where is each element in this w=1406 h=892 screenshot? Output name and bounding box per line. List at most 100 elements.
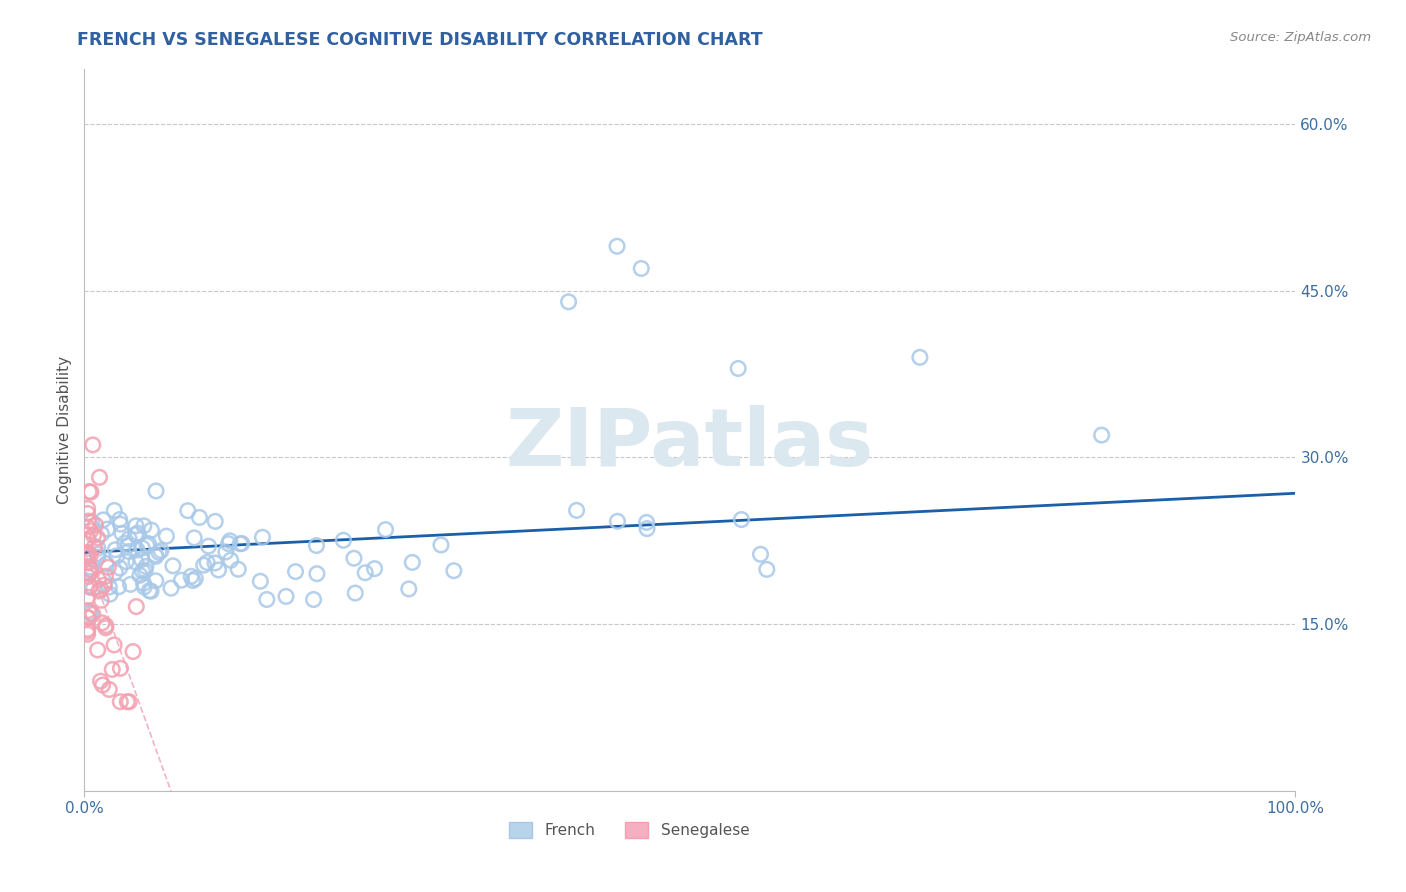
Point [76, 624, 98, 639]
Point [124, 527, 146, 541]
Point [125, 518, 148, 533]
Point [135, 539, 157, 553]
Point [86, 550, 108, 565]
Point [197, 539, 219, 553]
Point [256, 592, 278, 607]
Point [103, 638, 125, 652]
Point [76, 520, 98, 534]
Point [90, 674, 112, 689]
Point [125, 555, 148, 569]
Point [94, 621, 117, 635]
Point [125, 599, 148, 614]
Point [180, 569, 202, 583]
Point [908, 351, 931, 365]
Point [76, 623, 98, 637]
Point [204, 556, 226, 570]
Point [117, 695, 139, 709]
Point [104, 566, 127, 580]
Point [82, 528, 104, 542]
Point [122, 644, 145, 658]
Point [77, 556, 100, 570]
Point [77, 604, 100, 618]
Point [204, 514, 226, 528]
Point [354, 566, 377, 580]
Point [636, 522, 658, 536]
Point [162, 558, 184, 573]
Point [96, 522, 118, 536]
Point [134, 563, 156, 577]
Point [79, 566, 101, 580]
Point [160, 581, 183, 595]
Point [91, 678, 114, 692]
Point [215, 545, 238, 559]
Point [155, 529, 177, 543]
Point [110, 517, 132, 532]
Point [195, 556, 218, 570]
Point [94, 569, 117, 583]
Point [249, 574, 271, 589]
Point [188, 510, 211, 524]
Point [138, 536, 160, 550]
Point [104, 542, 127, 557]
Text: FRENCH VS SENEGALESE COGNITIVE DISABILITY CORRELATION CHART: FRENCH VS SENEGALESE COGNITIVE DISABILIT… [77, 31, 763, 49]
Point [636, 516, 658, 530]
Point [183, 531, 205, 545]
Point [79, 606, 101, 620]
Point [127, 526, 149, 541]
Point [135, 559, 157, 574]
Point [606, 239, 628, 253]
Point [207, 563, 229, 577]
Point [115, 555, 138, 569]
Point [110, 695, 132, 709]
Point [218, 536, 240, 550]
Point [305, 539, 328, 553]
Point [76, 533, 98, 547]
Point [150, 543, 173, 558]
Point [94, 618, 117, 632]
Point [129, 568, 152, 582]
Point [79, 549, 101, 563]
Point [118, 544, 141, 558]
Point [76, 545, 98, 559]
Point [1091, 428, 1114, 442]
Point [87, 547, 110, 561]
Point [118, 695, 141, 709]
Point [90, 527, 112, 541]
Point [79, 563, 101, 577]
Legend: French, Senegalese: French, Senegalese [503, 816, 755, 845]
Point [117, 538, 139, 552]
Point [103, 503, 125, 517]
Point [87, 541, 110, 555]
Point [145, 483, 167, 498]
Point [83, 540, 105, 554]
Point [76, 591, 98, 605]
Point [401, 556, 423, 570]
Point [343, 551, 366, 566]
Point [93, 578, 115, 592]
Point [302, 592, 325, 607]
Text: ZIPatlas: ZIPatlas [506, 405, 875, 483]
Point [606, 514, 628, 528]
Point [148, 545, 170, 559]
Point [120, 577, 142, 591]
Text: Source: ZipAtlas.com: Source: ZipAtlas.com [1230, 31, 1371, 45]
Point [79, 580, 101, 594]
Point [219, 533, 242, 548]
Point [84, 518, 107, 533]
Point [108, 512, 131, 526]
Point [344, 586, 367, 600]
Point [108, 561, 131, 575]
Point [229, 537, 252, 551]
Point [114, 536, 136, 550]
Point [184, 572, 207, 586]
Point [374, 523, 396, 537]
Point [141, 523, 163, 537]
Point [105, 549, 128, 563]
Point [91, 513, 114, 527]
Point [80, 524, 103, 538]
Point [443, 564, 465, 578]
Point [76, 549, 98, 564]
Point [86, 531, 108, 545]
Point [98, 587, 121, 601]
Point [127, 543, 149, 558]
